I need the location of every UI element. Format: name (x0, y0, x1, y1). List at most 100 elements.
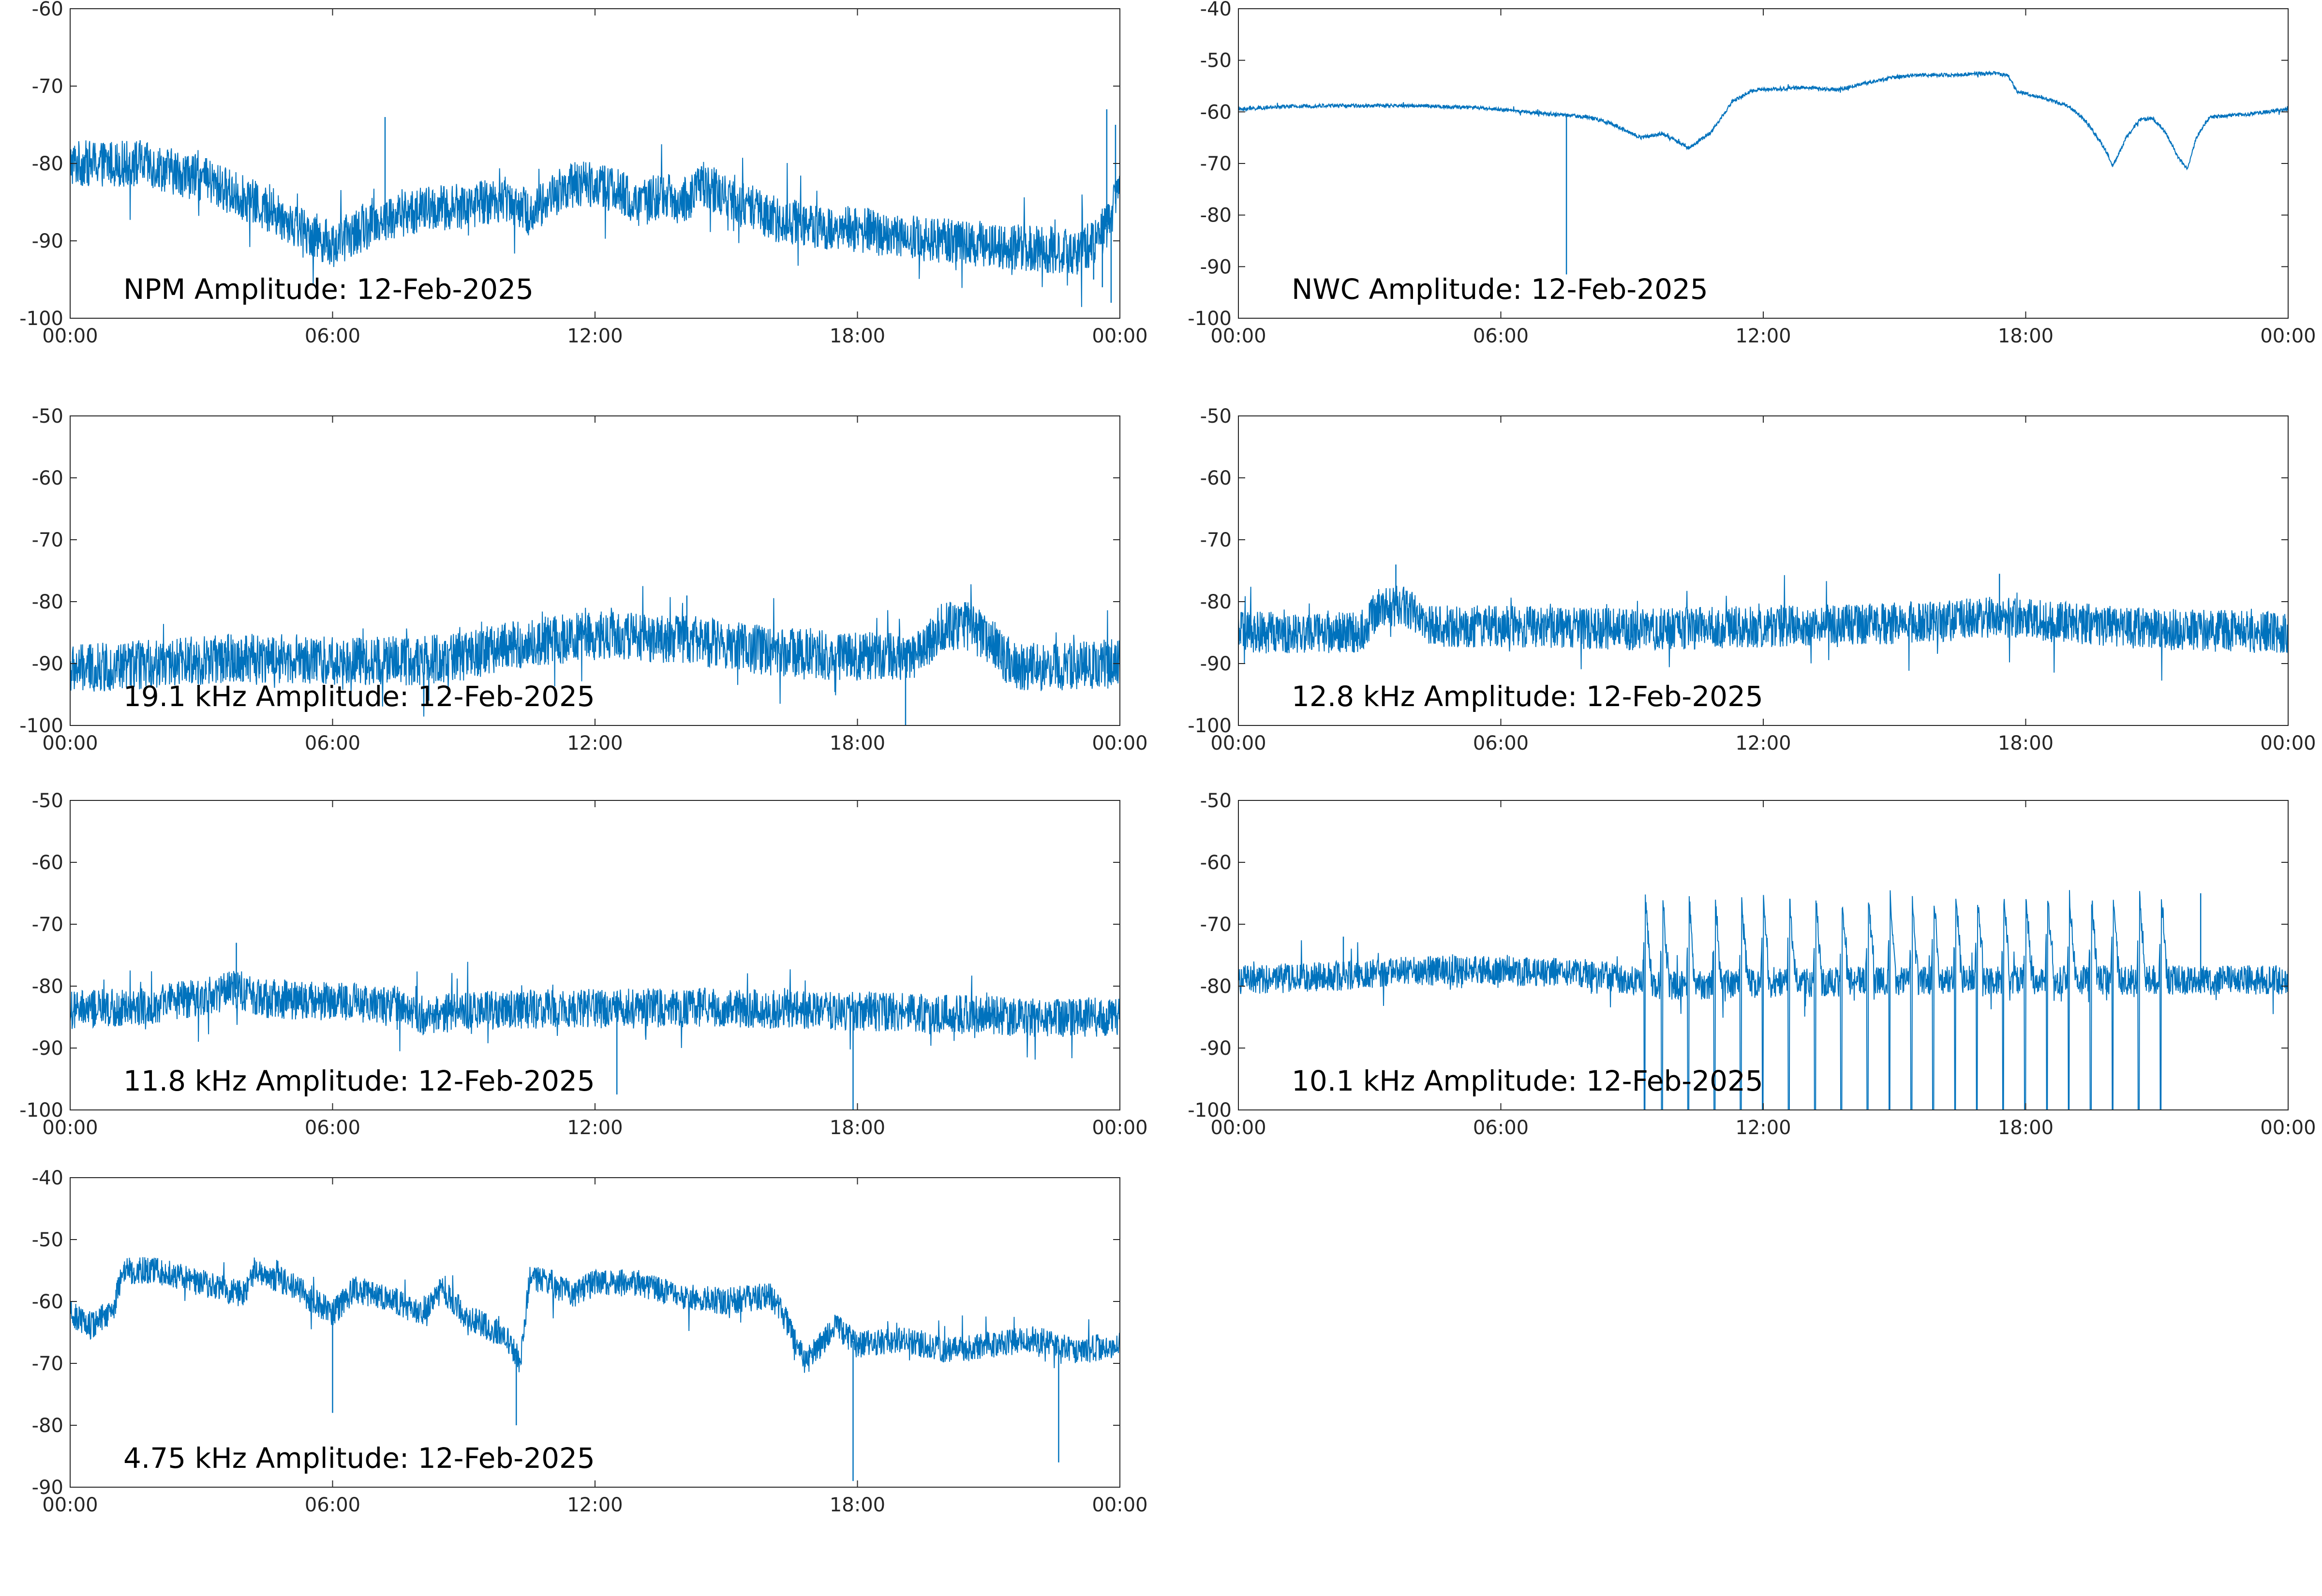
y-tick-label: -50 (32, 1229, 63, 1251)
y-tick-label: -50 (32, 405, 63, 428)
x-tick-label: 18:00 (1998, 1117, 2054, 1139)
panel-title: 4.75 kHz Amplitude: 12-Feb-2025 (123, 1442, 595, 1475)
series-line (70, 140, 1120, 307)
x-tick-label: 06:00 (1473, 325, 1529, 347)
y-tick-label: -80 (32, 591, 63, 613)
x-tick-label: 18:00 (830, 325, 885, 347)
panel-title: NPM Amplitude: 12-Feb-2025 (123, 273, 534, 306)
y-tick-label: -90 (32, 1037, 63, 1060)
y-tick-label: -50 (32, 790, 63, 812)
y-tick-label: -100 (19, 1099, 63, 1122)
x-tick-label: 00:00 (1210, 732, 1266, 754)
chart-panel-4: 00:00 06:00 12:00 18:00 00:00 -50 -60 -70 -80 -90… (1188, 405, 2316, 754)
x-tick-label: 18:00 (830, 1494, 885, 1516)
chart-panel-2: 00:00 06:00 12:00 18:00 00:00 -40 -50 -60 -70 -80… (1188, 0, 2316, 347)
y-tick-label: -80 (1200, 975, 1232, 998)
x-tick-label: 06:00 (305, 1494, 360, 1516)
x-tick-label: 00:00 (42, 1494, 98, 1516)
x-tick-label: 06:00 (1473, 732, 1529, 754)
y-tick-label: -60 (1200, 101, 1232, 123)
y-tick-label: -80 (32, 153, 63, 175)
y-tick-label: -80 (32, 975, 63, 998)
x-tick-label: 00:00 (42, 732, 98, 754)
x-tick-label: 12:00 (1735, 732, 1791, 754)
y-tick-label: -60 (1200, 852, 1232, 874)
x-tick-label: 18:00 (830, 732, 885, 754)
y-tick-label: -60 (1200, 467, 1232, 489)
x-tick-label: 12:00 (567, 325, 623, 347)
y-tick-label: -70 (32, 75, 63, 98)
x-tick-label: 00:00 (1210, 325, 1266, 347)
x-tick-label: 18:00 (830, 1117, 885, 1139)
chart-panel-3: 00:00 06:00 12:00 18:00 00:00 -50 -60 -70 -80 -90… (19, 405, 1147, 754)
chart-panel-7: 00:00 06:00 12:00 18:00 00:00 -40 -50 -60 -70 -80… (32, 1167, 1148, 1516)
y-tick-label: -60 (32, 852, 63, 874)
chart-panel-6: 00:00 06:00 12:00 18:00 00:00 -50 -60 -70 -80 -90… (1188, 790, 2316, 1139)
x-tick-label: 12:00 (567, 1494, 623, 1516)
x-tick-label: 00:00 (1210, 1117, 1266, 1139)
y-tick-label: -90 (32, 230, 63, 252)
panel-title: 10.1 kHz Amplitude: 12-Feb-2025 (1292, 1064, 1763, 1097)
panels-group: 00:00 06:00 12:00 18:00 00:00 -60 -70 -80 -90 -10… (19, 0, 2316, 1516)
y-tick-label: -40 (32, 1167, 63, 1189)
x-tick-label: 12:00 (1735, 325, 1791, 347)
x-tick-label: 00:00 (1092, 732, 1147, 754)
series-line (70, 584, 1120, 717)
panel-title: 11.8 kHz Amplitude: 12-Feb-2025 (123, 1064, 595, 1097)
x-tick-label: 18:00 (1998, 732, 2054, 754)
x-tick-label: 06:00 (305, 732, 360, 754)
x-tick-label: 12:00 (567, 732, 623, 754)
y-tick-label: -70 (1200, 529, 1232, 551)
y-tick-label: -70 (1200, 153, 1232, 175)
x-tick-label: 06:00 (305, 1117, 360, 1139)
y-tick-label: -40 (1200, 0, 1232, 20)
x-tick-label: 00:00 (1092, 1117, 1147, 1139)
series-line (1238, 575, 2288, 681)
y-tick-label: -90 (1200, 1037, 1232, 1060)
y-tick-label: -60 (32, 0, 63, 20)
y-tick-label: -100 (1188, 1099, 1232, 1122)
series-line (70, 1257, 1120, 1373)
x-tick-label: 00:00 (1092, 1494, 1147, 1516)
chart-panel-1: 00:00 06:00 12:00 18:00 00:00 -60 -70 -80 -90 -10… (19, 0, 1147, 347)
x-tick-label: 00:00 (2260, 325, 2316, 347)
chart-panel-5: 00:00 06:00 12:00 18:00 00:00 -50 -60 -70 -80 -90… (19, 790, 1147, 1139)
y-tick-label: -50 (1200, 50, 1232, 72)
x-tick-label: 18:00 (1998, 325, 2054, 347)
y-tick-label: -70 (32, 529, 63, 551)
y-tick-label: -100 (1188, 308, 1232, 330)
y-tick-label: -90 (1200, 653, 1232, 675)
y-tick-label: -70 (1200, 914, 1232, 936)
y-tick-label: -60 (32, 1291, 63, 1313)
x-tick-label: 06:00 (305, 325, 360, 347)
x-tick-label: 00:00 (42, 1117, 98, 1139)
y-tick-label: -60 (32, 467, 63, 489)
series-line (1238, 70, 2288, 171)
y-tick-label: -90 (32, 1477, 63, 1499)
y-tick-label: -100 (1188, 715, 1232, 737)
panel-title: 12.8 kHz Amplitude: 12-Feb-2025 (1292, 680, 1763, 713)
y-tick-label: -80 (1200, 591, 1232, 613)
panel-title: 19.1 kHz Amplitude: 12-Feb-2025 (123, 680, 595, 713)
y-tick-label: -100 (19, 308, 63, 330)
y-tick-label: -70 (32, 914, 63, 936)
x-tick-label: 00:00 (2260, 1117, 2316, 1139)
y-tick-label: -80 (32, 1415, 63, 1437)
x-tick-label: 00:00 (1092, 325, 1147, 347)
y-tick-label: -90 (1200, 256, 1232, 278)
y-tick-label: -80 (1200, 205, 1232, 227)
x-tick-label: 06:00 (1473, 1117, 1529, 1139)
y-tick-label: -50 (1200, 405, 1232, 428)
y-tick-label: -50 (1200, 790, 1232, 812)
x-tick-label: 00:00 (42, 325, 98, 347)
y-tick-label: -90 (32, 653, 63, 675)
y-tick-label: -70 (32, 1353, 63, 1375)
series-line (70, 961, 1120, 1060)
y-tick-label: -100 (19, 715, 63, 737)
series-line (1238, 890, 2288, 1110)
x-tick-label: 00:00 (2260, 732, 2316, 754)
panel-title: NWC Amplitude: 12-Feb-2025 (1292, 273, 1708, 306)
x-tick-label: 12:00 (567, 1117, 623, 1139)
x-tick-label: 12:00 (1735, 1117, 1791, 1139)
